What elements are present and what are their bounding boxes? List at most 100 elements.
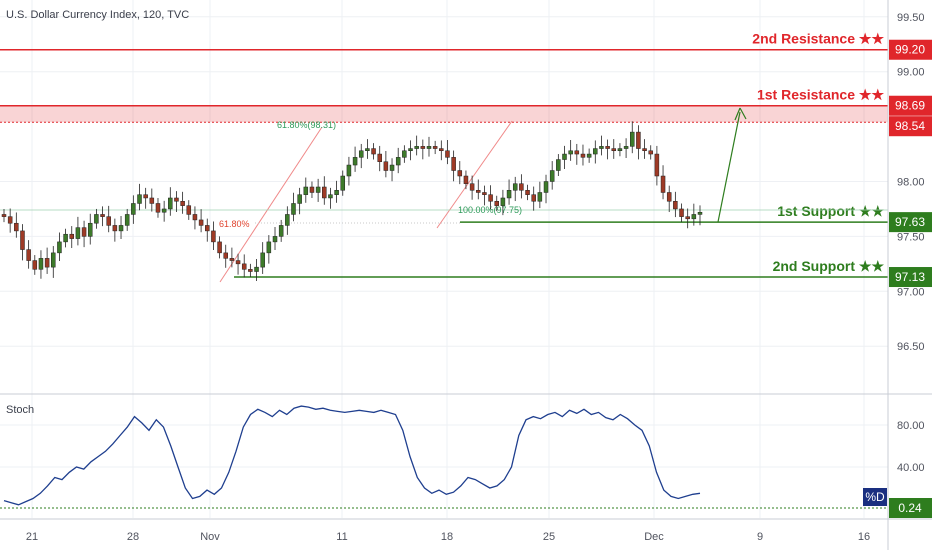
candle [525,190,530,195]
candle [217,241,222,254]
candle [586,153,592,158]
candle [106,216,111,226]
candle [223,252,228,259]
candle [137,194,142,204]
candle [44,258,50,268]
candle [420,146,426,149]
candle [697,211,703,215]
candle [174,197,179,202]
x-tick-label: 21 [26,531,38,543]
candle [543,181,549,193]
candle [666,192,672,202]
candle [32,260,38,270]
candle [556,159,561,171]
candle [254,266,259,272]
candle [617,148,623,152]
candle [260,252,265,268]
candle [580,153,586,158]
candle [457,170,463,177]
price-tag-bg [889,267,932,288]
candle [143,194,148,199]
candle [7,216,13,224]
candle [383,161,389,171]
candle [562,153,567,160]
candle [211,230,216,243]
price-tag-bg [889,212,932,233]
fib-label: 61.80% [219,219,250,229]
projection-arrow-line [717,111,741,223]
candle [476,190,481,193]
candle [574,150,580,155]
candle [389,164,395,171]
fib-label: 100.00%(97.75) [458,205,522,215]
candle [303,186,309,195]
candle [660,175,666,193]
candle [593,148,598,155]
price-tags: 99.20 98.69 97.63 97.13 98.54 0.24 [889,39,932,518]
candle [414,146,419,149]
y-tick-label: 97.00 [897,286,925,298]
candle [451,157,456,171]
projection-arrow [717,107,747,223]
candle [112,225,118,232]
candle [358,150,364,158]
candle [482,192,487,195]
candle [241,263,247,270]
candle [285,214,290,226]
candle [168,197,173,210]
candle [611,148,617,152]
price-tag-bg [889,95,932,116]
candle [636,131,641,149]
candle [75,227,81,239]
level-label-1: 2nd Resistance ★★ [752,31,884,47]
candle [235,260,241,265]
candle [63,233,68,243]
candle [20,230,25,250]
candle [149,197,155,204]
stoch-series-tag: %D [865,490,885,504]
candle [395,157,401,166]
y-tick-label: 99.00 [897,67,925,79]
candle [432,146,438,149]
level-label-4: 2nd Support ★★ [773,258,885,274]
candle [679,208,684,217]
candle [297,194,302,204]
price-tag-bg [889,116,932,137]
price-tag-label: 97.63 [895,215,925,229]
level-lines: 2nd Resistance ★★ 1st Resistance ★★ 1st Su… [0,31,888,278]
candle [365,148,370,152]
candle [161,208,167,213]
stoch-line [3,405,701,506]
candle [629,131,635,147]
grid [0,0,888,518]
candle [463,175,469,184]
candle [605,146,610,149]
candle [469,183,475,191]
price-tag-label: 98.69 [895,99,925,113]
candle [81,227,87,237]
candle [328,194,333,199]
candle [186,205,192,215]
stoch-series-tag-bg [863,488,887,506]
candle [57,241,62,254]
candle [229,258,235,261]
candle [506,190,512,199]
candle [278,225,284,237]
resistance-zone [0,105,888,123]
candle [445,150,450,158]
candle [248,269,253,272]
y-tick-label: 97.50 [897,231,925,243]
candle [519,183,524,191]
candle [118,225,124,232]
candle [352,157,358,166]
candle [1,214,7,217]
stoch-value-tag: 0.24 [898,501,922,515]
candle [26,249,31,261]
stoch-y-tick-label: 40.00 [897,462,925,474]
candle [371,148,376,155]
candle [537,192,543,202]
price-tag-label: 97.13 [895,270,925,284]
candle [568,150,573,155]
